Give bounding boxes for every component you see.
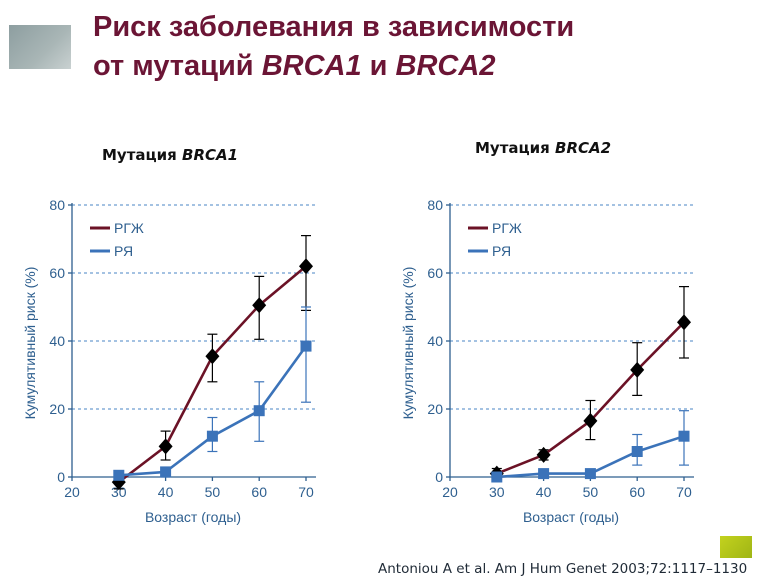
x-tick-label: 70 bbox=[298, 484, 314, 500]
x-tick-label: 50 bbox=[583, 484, 599, 500]
data-point-rgzh bbox=[252, 297, 267, 314]
data-point-rya bbox=[491, 471, 503, 483]
x-tick-label: 60 bbox=[251, 484, 267, 500]
x-tick-label: 20 bbox=[64, 484, 80, 500]
x-tick-label: 20 bbox=[442, 484, 458, 500]
title-line-1: Риск заболевания в зависимости bbox=[93, 11, 575, 43]
series-line-rgzh bbox=[496, 321, 685, 475]
citation: Antoniou A et al. Am J Hum Genet 2003;72… bbox=[378, 561, 748, 577]
y-tick-label: 60 bbox=[427, 265, 443, 281]
y-tick-label: 40 bbox=[49, 333, 65, 349]
data-point-rgzh bbox=[677, 314, 691, 331]
x-tick-label: 30 bbox=[489, 484, 505, 500]
title-gene-2: BRCA2 bbox=[395, 50, 496, 82]
data-point-rya bbox=[300, 340, 312, 352]
chart-title-prefix: Мутация bbox=[475, 139, 555, 157]
x-tick-label: 40 bbox=[536, 484, 552, 500]
chart-title: Мутация BRCA1 bbox=[102, 146, 238, 164]
y-tick-label: 80 bbox=[427, 197, 443, 213]
slide-title: Риск заболевания в зависимости от мутаци… bbox=[93, 8, 753, 86]
legend-label: РГЖ bbox=[492, 220, 522, 236]
data-point-rya bbox=[113, 469, 125, 481]
legend-label: РЯ bbox=[492, 243, 511, 259]
y-tick-label: 0 bbox=[435, 469, 443, 485]
data-point-rya bbox=[253, 405, 265, 417]
data-point-rya bbox=[538, 468, 550, 480]
x-axis-label: Возраст (годы) bbox=[523, 509, 619, 525]
x-axis-label: Возраст (годы) bbox=[145, 509, 241, 525]
decorative-block bbox=[9, 25, 71, 69]
title-line-2-mid: и bbox=[361, 50, 396, 82]
data-point-rgzh bbox=[630, 361, 645, 378]
data-point-rgzh bbox=[158, 438, 173, 455]
title-gene-1: BRCA1 bbox=[261, 50, 362, 82]
x-tick-label: 40 bbox=[158, 484, 174, 500]
chart-title-prefix: Мутация bbox=[102, 146, 182, 164]
chart-title-gene: BRCA2 bbox=[555, 139, 611, 157]
legend-label: РГЖ bbox=[114, 220, 144, 236]
y-tick-label: 0 bbox=[57, 469, 65, 485]
legend-label: РЯ bbox=[114, 243, 133, 259]
x-tick-label: 60 bbox=[629, 484, 645, 500]
y-tick-label: 20 bbox=[427, 401, 443, 417]
data-point-rgzh bbox=[205, 348, 220, 365]
data-point-rgzh bbox=[536, 446, 551, 463]
y-tick-label: 60 bbox=[49, 265, 65, 281]
data-point-rya bbox=[160, 466, 172, 478]
chart-title: Мутация BRCA2 bbox=[475, 139, 611, 157]
x-tick-label: 50 bbox=[205, 484, 221, 500]
x-tick-label: 30 bbox=[111, 484, 127, 500]
y-axis-label: Кумулятивный риск (%) bbox=[400, 267, 416, 420]
x-tick-label: 70 bbox=[676, 484, 692, 500]
data-point-rya bbox=[584, 468, 596, 480]
data-point-rgzh bbox=[299, 258, 313, 275]
chart-title-gene: BRCA1 bbox=[182, 146, 238, 164]
title-line-2-prefix: от мутаций bbox=[93, 50, 262, 82]
y-tick-label: 20 bbox=[49, 401, 65, 417]
decorative-corner-block bbox=[720, 536, 752, 558]
y-tick-label: 80 bbox=[49, 197, 65, 213]
data-point-rya bbox=[206, 430, 218, 442]
title-line-2: от мутаций BRCA1 и BRCA2 bbox=[93, 47, 753, 86]
y-axis-label: Кумулятивный риск (%) bbox=[22, 267, 38, 420]
data-point-rgzh bbox=[583, 412, 598, 429]
y-tick-label: 40 bbox=[427, 333, 443, 349]
data-point-rya bbox=[678, 430, 690, 442]
data-point-rya bbox=[631, 446, 643, 457]
